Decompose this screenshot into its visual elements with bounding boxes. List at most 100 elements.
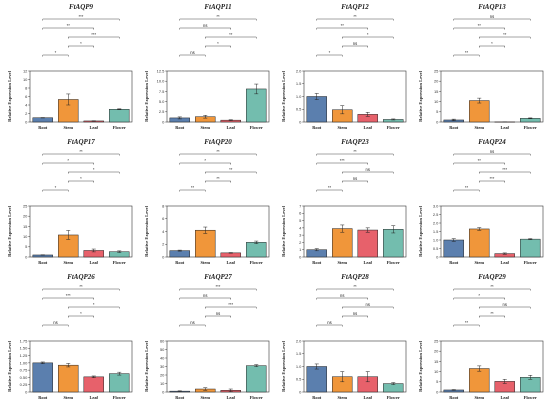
x-category-label: Stem xyxy=(474,260,484,265)
y-axis-label: Relative Expression Level xyxy=(144,340,149,391)
significance-bracket xyxy=(342,45,368,48)
x-category-label: Flower xyxy=(250,125,263,130)
significance-bracket xyxy=(205,45,231,48)
significance-bracket xyxy=(68,36,120,39)
y-tick-label: 0.25 xyxy=(20,382,29,387)
chart-panel: FtAQP29 Relative Expression Level 0 5 10 15 20… xyxy=(413,271,550,406)
significance-bracket xyxy=(179,288,257,291)
significance-label: ** xyxy=(216,149,220,154)
chart-title: FtAQP27 xyxy=(204,273,232,281)
y-tick-label: 1.5 xyxy=(296,81,302,86)
significance-label: ns xyxy=(490,14,494,19)
y-tick-label: 2 xyxy=(25,111,28,116)
bar-leaf xyxy=(220,252,241,258)
x-category-label: Leaf xyxy=(89,260,98,265)
significance-bracket xyxy=(42,162,94,165)
significance-label: * xyxy=(55,50,57,55)
y-tick-label: 2.0 xyxy=(296,338,302,343)
y-tick-label: 2 xyxy=(299,240,302,245)
y-tick-label: 2.0 xyxy=(296,68,302,73)
y-axis-label: Relative Expression Level xyxy=(281,340,286,391)
x-category-label: Root xyxy=(175,125,185,130)
y-tick-label: 20 xyxy=(434,79,439,84)
significance-label: * xyxy=(80,41,82,46)
y-axis-label: Relative Expression Level xyxy=(418,340,423,391)
x-category-label: Leaf xyxy=(500,395,509,400)
significance-label: ** xyxy=(216,176,220,181)
significance-bracket xyxy=(316,18,394,21)
significance-bracket xyxy=(453,18,531,21)
y-tick-label: 0 xyxy=(25,254,28,259)
bar-flower xyxy=(383,229,404,258)
y-tick-label: 1.00 xyxy=(20,360,29,365)
significance-bracket xyxy=(205,36,257,39)
x-category-label: Root xyxy=(449,125,459,130)
x-category-label: Leaf xyxy=(500,260,509,265)
significance-bracket xyxy=(453,27,505,30)
bar-chart: FtAQP11 Relative Expression Level 0 2.5 5.0 7… xyxy=(144,3,270,130)
y-tick-label: 60 xyxy=(160,338,165,343)
significance-bracket xyxy=(479,171,531,174)
y-tick-label: 4 xyxy=(299,225,302,230)
bar-chart: FtAQP20 Relative Expression Level 0 2 4 6 8 Roo… xyxy=(144,138,270,265)
y-tick-label: 40 xyxy=(160,355,165,360)
significance-label: ** xyxy=(341,23,345,28)
chart-panel: FtAQP9 Relative Expression Level 0 2 4 6 8 10 12… xyxy=(2,1,139,136)
significance-label: ns xyxy=(340,293,344,298)
significance-bracket xyxy=(479,306,531,309)
significance-label: ** xyxy=(229,167,233,172)
y-axis-label: Relative Expression Level xyxy=(418,70,423,121)
y-tick-label: 15 xyxy=(434,89,439,94)
y-tick-label: 1.50 xyxy=(20,346,29,351)
significance-label: ns xyxy=(190,50,194,55)
significance-label: * xyxy=(204,158,206,163)
y-axis-label: Relative Expression Level xyxy=(7,340,12,391)
x-category-label: Stem xyxy=(474,395,484,400)
y-tick-label: 5 xyxy=(299,218,302,223)
significance-bracket xyxy=(342,180,368,183)
bar-stem xyxy=(469,228,490,258)
x-category-label: Flower xyxy=(387,395,400,400)
significance-bracket xyxy=(68,45,94,48)
plot-frame xyxy=(440,340,544,393)
significance-bracket xyxy=(479,36,531,39)
significance-bracket xyxy=(453,324,480,327)
y-tick-label: 0 xyxy=(25,389,28,394)
significance-bracket xyxy=(179,324,206,327)
significance-bracket xyxy=(42,324,69,327)
significance-label: *** xyxy=(91,32,96,37)
significance-label: *** xyxy=(502,167,507,172)
bar-stem xyxy=(469,368,490,393)
significance-label: *** xyxy=(79,14,84,19)
chart-title: FtAQP26 xyxy=(67,273,95,281)
y-tick-label: 2.5 xyxy=(159,109,165,114)
y-tick-label: 2 xyxy=(162,242,165,247)
bar-flower xyxy=(109,109,130,123)
y-tick-label: 1.5 xyxy=(296,351,302,356)
significance-label: ns xyxy=(503,302,507,307)
significance-bracket xyxy=(42,153,120,156)
significance-bracket xyxy=(316,288,394,291)
significance-label: *** xyxy=(228,302,233,307)
significance-label: ns xyxy=(353,41,357,46)
y-tick-label: 0.5 xyxy=(296,107,302,112)
x-category-label: Flower xyxy=(524,395,537,400)
significance-bracket xyxy=(453,153,531,156)
significance-bracket xyxy=(179,162,231,165)
significance-bracket xyxy=(316,162,368,165)
x-category-label: Flower xyxy=(250,395,263,400)
chart-title: FtAQP13 xyxy=(478,3,506,11)
significance-label: ns xyxy=(203,293,207,298)
significance-label: * xyxy=(67,158,69,163)
chart-title: FtAQP17 xyxy=(67,138,95,146)
x-category-label: Stem xyxy=(337,260,347,265)
y-axis-label: Relative Expression Level xyxy=(144,70,149,121)
significance-bracket xyxy=(479,315,505,318)
significance-label: * xyxy=(93,302,95,307)
x-category-label: Flower xyxy=(387,125,400,130)
significance-bracket xyxy=(316,297,368,300)
significance-label: ** xyxy=(490,284,494,289)
y-tick-label: 6 xyxy=(162,216,165,221)
significance-bracket xyxy=(479,180,505,183)
